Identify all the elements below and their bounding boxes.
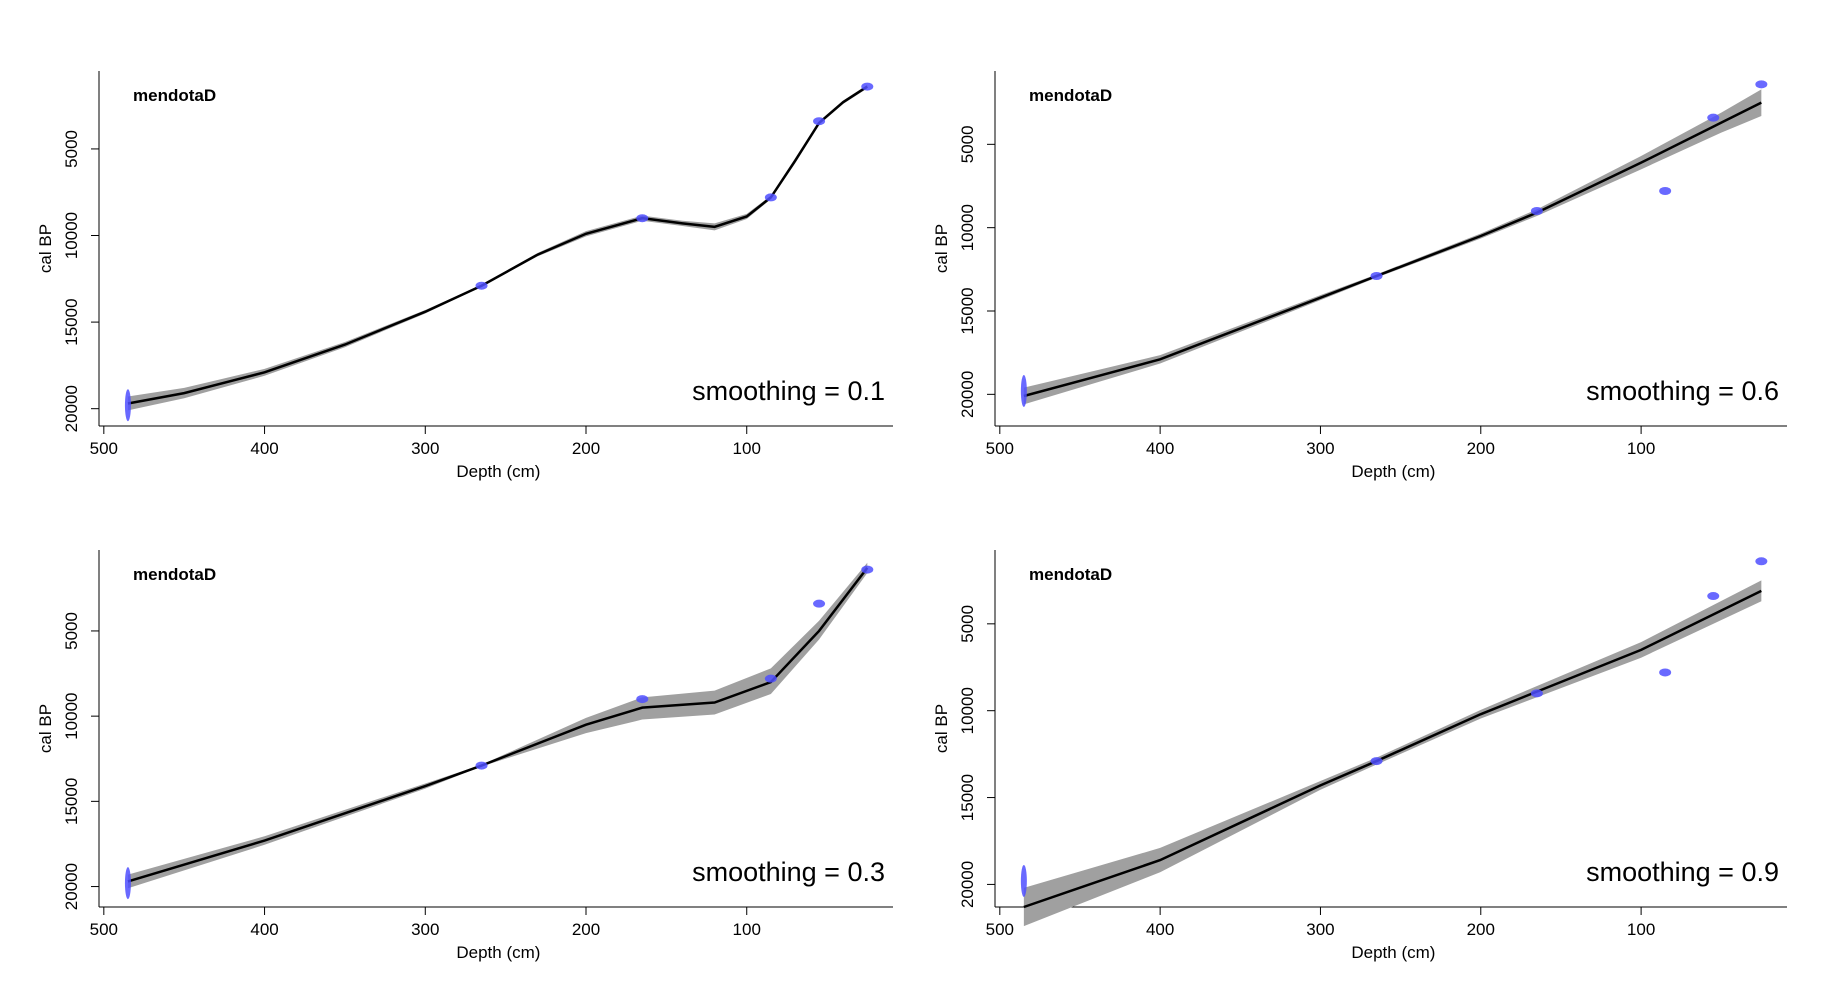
panel-title: mendotaD xyxy=(1029,86,1112,105)
y-tick-label: 5000 xyxy=(958,605,977,643)
date-point xyxy=(813,117,826,126)
date-point xyxy=(764,674,777,683)
confidence-band xyxy=(127,562,868,889)
smoothing-label: smoothing = 0.3 xyxy=(692,857,885,887)
fit-line xyxy=(127,85,868,405)
confidence-band xyxy=(127,84,868,411)
x-tick-label: 100 xyxy=(1627,920,1655,939)
date-point xyxy=(1020,375,1027,407)
x-tick-label: 500 xyxy=(986,439,1014,458)
x-tick-label: 100 xyxy=(733,920,761,939)
x-tick-label: 300 xyxy=(411,920,439,939)
y-tick-label: 20000 xyxy=(958,371,977,418)
date-point xyxy=(1370,272,1383,280)
x-axis-label: Depth (cm) xyxy=(456,943,540,962)
date-point xyxy=(1530,689,1543,698)
y-tick-label: 10000 xyxy=(958,204,977,251)
y-axis-label: cal BP xyxy=(36,224,55,273)
y-tick-label: 10000 xyxy=(958,687,977,734)
date-point xyxy=(1755,557,1768,566)
x-tick-label: 200 xyxy=(1467,920,1495,939)
x-axis-label: Depth (cm) xyxy=(1351,943,1435,962)
x-tick-label: 400 xyxy=(1146,439,1174,458)
date-point xyxy=(124,867,131,900)
x-tick-label: 300 xyxy=(1306,920,1334,939)
y-tick-label: 15000 xyxy=(62,778,81,825)
date-point xyxy=(1755,80,1768,89)
date-point xyxy=(813,599,826,608)
date-point xyxy=(636,695,649,704)
x-tick-label: 400 xyxy=(250,920,278,939)
x-tick-label: 300 xyxy=(1306,439,1334,458)
smoothing-label: smoothing = 0.9 xyxy=(1586,857,1779,887)
x-tick-label: 500 xyxy=(986,920,1014,939)
panel: 500 400 300 200 100 5000 10000 15000 20000 mendot… xyxy=(36,550,893,962)
x-tick-label: 200 xyxy=(1467,439,1495,458)
x-tick-label: 300 xyxy=(411,439,439,458)
date-point xyxy=(1370,757,1383,766)
y-tick-label: 10000 xyxy=(62,212,81,259)
panel-title: mendotaD xyxy=(133,86,216,105)
y-tick-label: 20000 xyxy=(958,861,977,908)
panel: 500 400 300 200 100 5000 10000 15000 20000 mendot… xyxy=(932,71,1787,481)
y-tick-label: 5000 xyxy=(62,612,81,650)
date-point xyxy=(861,82,874,91)
y-tick-label: 15000 xyxy=(62,298,81,345)
date-point xyxy=(124,389,131,422)
panel-title: mendotaD xyxy=(133,565,216,584)
x-tick-label: 100 xyxy=(1627,439,1655,458)
smoothing-label: smoothing = 0.1 xyxy=(692,376,885,406)
x-tick-label: 100 xyxy=(733,439,761,458)
x-tick-label: 500 xyxy=(90,920,118,939)
x-axis-label: Depth (cm) xyxy=(456,462,540,481)
panel: 500 400 300 200 100 5000 10000 15000 20000 mendot… xyxy=(932,550,1787,962)
x-tick-label: 500 xyxy=(90,439,118,458)
x-tick-label: 200 xyxy=(572,439,600,458)
x-tick-label: 400 xyxy=(1146,920,1174,939)
x-tick-label: 400 xyxy=(250,439,278,458)
panel: 500 400 300 200 100 5000 10000 15000 20000 mendot… xyxy=(36,71,893,481)
smoothing-label: smoothing = 0.6 xyxy=(1586,376,1779,406)
date-point xyxy=(475,761,488,770)
x-axis-label: Depth (cm) xyxy=(1351,462,1435,481)
date-point xyxy=(1659,668,1672,677)
date-point xyxy=(475,281,488,290)
x-tick-label: 200 xyxy=(572,920,600,939)
y-tick-label: 15000 xyxy=(958,287,977,334)
fit-line xyxy=(1023,101,1762,398)
date-point xyxy=(764,193,777,202)
y-axis-label: cal BP xyxy=(932,704,951,753)
date-point xyxy=(636,214,649,223)
y-tick-label: 10000 xyxy=(62,693,81,740)
date-point xyxy=(1020,864,1027,897)
y-axis-label: cal BP xyxy=(932,224,951,273)
fit-line xyxy=(127,567,869,883)
panel-title: mendotaD xyxy=(1029,565,1112,584)
y-tick-label: 5000 xyxy=(958,125,977,163)
date-point xyxy=(1707,592,1720,601)
date-point xyxy=(1530,207,1543,215)
y-tick-label: 20000 xyxy=(62,385,81,432)
y-tick-label: 15000 xyxy=(958,774,977,821)
y-axis-label: cal BP xyxy=(36,704,55,753)
date-point xyxy=(861,565,874,574)
date-point xyxy=(1659,187,1672,195)
confidence-band xyxy=(1023,89,1762,405)
y-tick-label: 5000 xyxy=(62,130,81,168)
y-tick-label: 20000 xyxy=(62,863,81,910)
date-point xyxy=(1707,113,1720,122)
